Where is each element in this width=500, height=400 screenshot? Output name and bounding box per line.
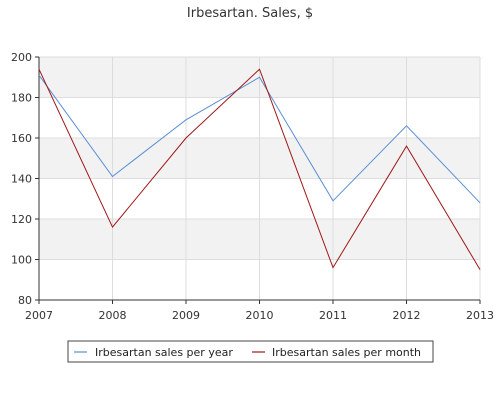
y-tick-label: 160	[11, 132, 32, 145]
series-lines	[38, 68, 481, 270]
legend-label-series-2: Irbesartan sales per month	[272, 346, 421, 359]
x-tick-labels: 2007 2008 2009 2010 2011 2012 2013	[25, 300, 494, 322]
legend-box	[67, 340, 434, 363]
series-line-2	[38, 68, 481, 270]
y-tick-label: 120	[11, 213, 32, 226]
x-tick-label: 2013	[466, 309, 494, 322]
x-tick-label: 2009	[172, 309, 200, 322]
x-tick-label: 2012	[393, 309, 421, 322]
gridlines	[39, 56, 481, 300]
y-tick-label: 80	[18, 294, 32, 307]
chart-title: Irbesartan. Sales, $	[187, 6, 313, 21]
x-tick-label: 2010	[246, 309, 274, 322]
y-tick-label: 100	[11, 254, 32, 267]
y-tick-labels: 80 100 120 140 160 180 200	[11, 51, 39, 307]
legend-label-series-1: Irbesartan sales per year	[95, 346, 233, 359]
x-tick-label: 2007	[25, 309, 53, 322]
y-tick-label: 180	[11, 92, 32, 105]
y-tick-label: 200	[11, 51, 32, 64]
legend: Irbesartan sales per year Irbesartan sal…	[67, 340, 434, 363]
series-line-1	[38, 74, 481, 204]
x-tick-label: 2008	[99, 309, 127, 322]
x-tick-label: 2011	[319, 309, 347, 322]
y-tick-label: 140	[11, 173, 32, 186]
